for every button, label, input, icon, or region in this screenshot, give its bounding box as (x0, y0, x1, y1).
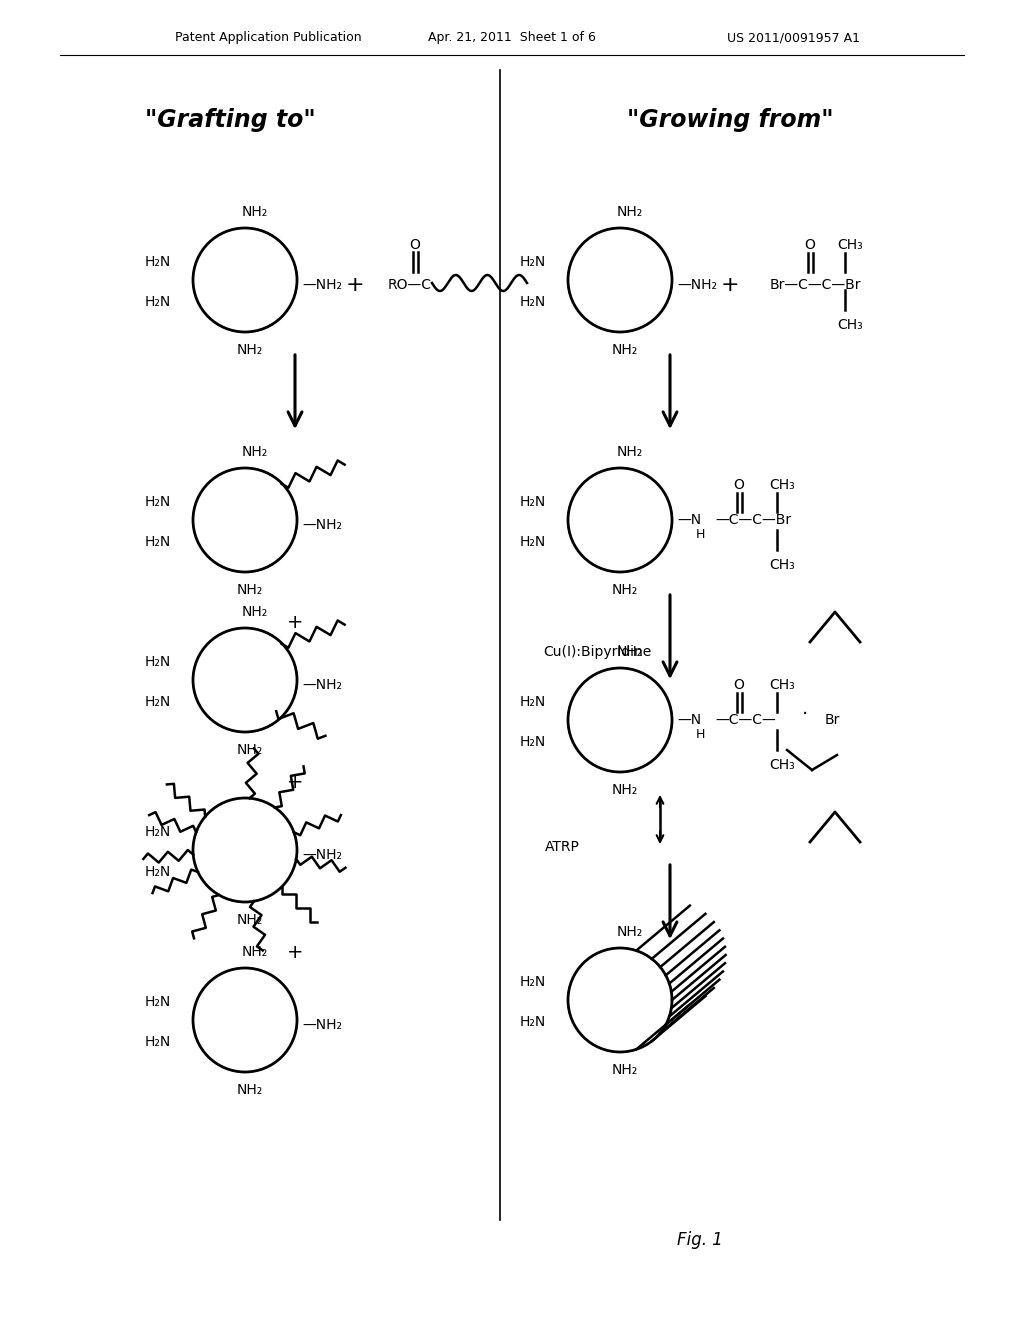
Text: O: O (733, 678, 744, 692)
Text: NH₂: NH₂ (616, 205, 643, 219)
Text: H₂N: H₂N (520, 255, 546, 269)
Text: H₂N: H₂N (144, 1035, 171, 1049)
Text: Fig. 1: Fig. 1 (677, 1232, 723, 1249)
Text: NH₂: NH₂ (242, 945, 268, 960)
Text: —NH₂: —NH₂ (302, 517, 342, 532)
Text: —N: —N (677, 713, 701, 727)
Text: H: H (695, 727, 705, 741)
Text: H₂N: H₂N (144, 655, 171, 669)
Text: CH₃: CH₃ (769, 758, 795, 772)
Text: —NH₂: —NH₂ (302, 279, 342, 292)
Text: H₂N: H₂N (520, 975, 546, 989)
Text: —NH₂: —NH₂ (677, 279, 717, 292)
Text: "Growing from": "Growing from" (627, 108, 834, 132)
Text: NH₂: NH₂ (616, 645, 643, 659)
Text: H₂N: H₂N (144, 535, 171, 549)
Text: H₂N: H₂N (520, 696, 546, 709)
Text: +: + (287, 942, 303, 961)
Text: Br: Br (825, 713, 841, 727)
Text: +: + (287, 772, 303, 792)
Text: —C—C—: —C—C— (715, 713, 776, 727)
Text: H₂N: H₂N (520, 535, 546, 549)
Text: NH₂: NH₂ (237, 913, 263, 927)
Text: CH₃: CH₃ (769, 678, 795, 692)
Text: CH₃: CH₃ (838, 318, 863, 333)
Text: —C—C—Br: —C—C—Br (715, 513, 792, 527)
Text: NH₂: NH₂ (242, 605, 268, 619)
Text: NH₂: NH₂ (237, 583, 263, 597)
Text: H₂N: H₂N (144, 995, 171, 1008)
Text: —NH₂: —NH₂ (302, 678, 342, 692)
Text: CH₃: CH₃ (769, 478, 795, 492)
Text: NH₂: NH₂ (237, 1082, 263, 1097)
Text: +: + (721, 275, 739, 294)
Text: H₂N: H₂N (144, 255, 171, 269)
Text: "Grafting to": "Grafting to" (144, 108, 315, 132)
Text: Patent Application Publication: Patent Application Publication (175, 32, 361, 45)
Text: O: O (410, 238, 421, 252)
Text: NH₂: NH₂ (612, 583, 638, 597)
Text: O: O (805, 238, 815, 252)
Text: Cu(I):Bipyridine: Cu(I):Bipyridine (543, 645, 651, 659)
Text: NH₂: NH₂ (612, 343, 638, 356)
Text: NH₂: NH₂ (242, 205, 268, 219)
Text: +: + (346, 275, 365, 294)
Text: H₂N: H₂N (144, 294, 171, 309)
Text: NH₂: NH₂ (616, 925, 643, 939)
Text: RO—C: RO—C (388, 279, 432, 292)
Text: ·: · (802, 705, 808, 725)
Text: H₂N: H₂N (144, 825, 171, 840)
Text: O: O (733, 478, 744, 492)
Text: —NH₂: —NH₂ (302, 1018, 342, 1032)
Text: NH₂: NH₂ (612, 1063, 638, 1077)
Text: ATRP: ATRP (545, 840, 580, 854)
Text: Br—C—C—Br: Br—C—C—Br (770, 279, 861, 292)
Text: H₂N: H₂N (520, 495, 546, 510)
Text: NH₂: NH₂ (612, 783, 638, 797)
Text: NH₂: NH₂ (237, 343, 263, 356)
Text: H₂N: H₂N (144, 495, 171, 510)
Text: CH₃: CH₃ (769, 558, 795, 572)
Text: NH₂: NH₂ (237, 743, 263, 756)
Text: H₂N: H₂N (144, 865, 171, 879)
Text: H₂N: H₂N (144, 696, 171, 709)
Text: +: + (287, 612, 303, 631)
Text: H₂N: H₂N (520, 294, 546, 309)
Text: NH₂: NH₂ (616, 445, 643, 459)
Text: H₂N: H₂N (520, 735, 546, 748)
Text: H: H (695, 528, 705, 540)
Text: Apr. 21, 2011  Sheet 1 of 6: Apr. 21, 2011 Sheet 1 of 6 (428, 32, 596, 45)
Text: NH₂: NH₂ (242, 445, 268, 459)
Text: US 2011/0091957 A1: US 2011/0091957 A1 (727, 32, 860, 45)
Text: —N: —N (677, 513, 701, 527)
Text: H₂N: H₂N (520, 1015, 546, 1030)
Text: —NH₂: —NH₂ (302, 847, 342, 862)
Text: CH₃: CH₃ (838, 238, 863, 252)
